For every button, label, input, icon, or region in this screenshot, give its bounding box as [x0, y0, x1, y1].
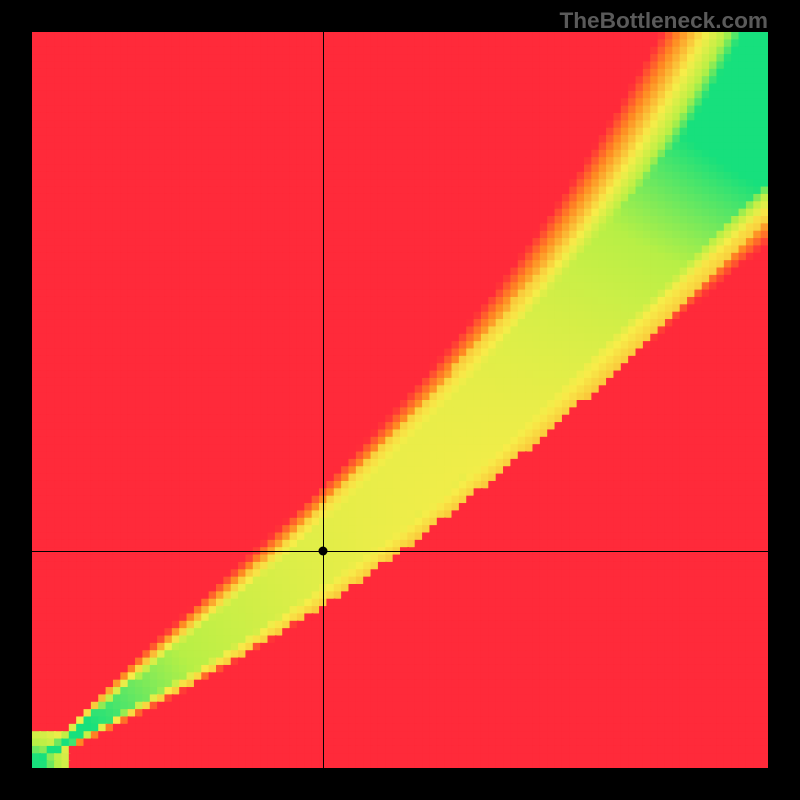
plot-area	[32, 32, 768, 768]
chart-container: TheBottleneck.com	[0, 0, 800, 800]
crosshair-horizontal	[32, 551, 768, 552]
crosshair-vertical	[323, 32, 324, 768]
selected-point-marker	[318, 546, 327, 555]
bottleneck-heatmap	[32, 32, 768, 768]
watermark-text: TheBottleneck.com	[559, 8, 768, 34]
